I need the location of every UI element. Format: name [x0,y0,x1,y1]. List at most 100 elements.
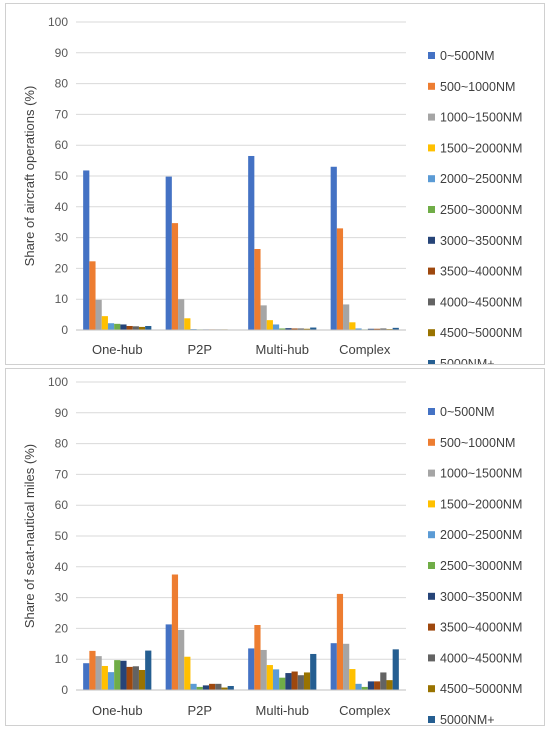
bar-p2p-3500-4000nm [209,683,216,690]
legend-label: 1000~1500NM [440,467,522,481]
bar-p2p-0-500nm [165,176,172,330]
bar-complex-3500-4000nm [374,328,381,330]
y-axis-label: Share of aircraft operations (%) [22,86,37,267]
bar-complex-3500-4000nm [374,681,381,690]
bar-p2p-0-500nm [165,624,172,690]
bar-one-hub-5000nm [145,325,152,330]
legend-label: 1000~1500NM [440,111,522,125]
legend-label: 2000~2500NM [440,172,522,186]
legend-swatch-1500-2000nm [428,500,435,508]
y-tick-label: 70 [55,107,69,121]
bar-complex-0-500nm [330,166,337,330]
y-tick-label: 60 [55,498,69,512]
legend-swatch-4500-5000nm [428,685,435,693]
bar-one-hub-0-500nm [83,170,90,330]
y-tick-label: 0 [61,323,68,337]
bar-one-hub-500-1000nm [89,650,96,690]
bar-complex-1000-1500nm [343,643,350,690]
bar-one-hub-2000-2500nm [107,323,115,330]
bar-one-hub-3500-4000nm [126,666,133,690]
legend-label: 4500~5000NM [440,682,522,696]
y-tick-label: 70 [55,467,69,481]
legend-swatch-4000-4500nm [428,298,435,306]
bar-multi-hub-2000-2500nm [272,324,280,330]
bar-multi-hub-3500-4000nm [291,671,298,690]
y-axis-label: Share of seat-nautical miles (%) [22,444,37,628]
bar-one-hub-3500-4000nm [126,325,133,330]
bar-multi-hub-3500-4000nm [291,328,298,330]
legend-label: 500~1000NM [440,436,515,450]
legend-label: 4000~4500NM [440,295,522,309]
bar-multi-hub-4500-5000nm [303,328,311,330]
legend-swatch-3000-3500nm [428,236,435,244]
bar-complex-500-1000nm [336,228,344,330]
legend-swatch-3500-4000nm [428,267,435,275]
legend-swatch-2000-2500nm [428,175,435,183]
bar-p2p-4000-4500nm [215,683,222,690]
bar-multi-hub-5000nm [310,327,317,330]
bar-p2p-1500-2000nm [184,656,191,690]
y-tick-label: 20 [55,621,69,635]
legend-label: 2500~3000NM [440,203,522,217]
y-tick-label: 10 [55,292,69,306]
bar-multi-hub-500-1000nm [254,248,261,330]
legend-label: 2000~2500NM [440,528,522,542]
bar-one-hub-1000-1500nm [95,299,102,330]
legend-label: 2500~3000NM [440,559,522,573]
bar-multi-hub-3000-3500nm [285,673,292,690]
y-tick-label: 40 [55,560,69,574]
legend-swatch-1500-2000nm [428,144,435,152]
legend-label: 3500~4000NM [440,621,522,635]
bar-p2p-1000-1500nm [178,299,185,330]
bar-multi-hub-0-500nm [248,155,255,330]
y-tick-label: 50 [55,169,69,183]
y-tick-label: 60 [55,138,69,152]
legend-label: 5000NM+ [440,713,495,725]
bar-p2p-1000-1500nm [178,629,185,690]
legend-label: 0~500NM [440,49,495,63]
legend: 0~500NM 500~1000NM 1000~1500NM 1500~2000NM 2… [428,49,522,364]
bar-complex-5000nm [392,327,399,330]
legend-label: 3000~3500NM [440,590,522,604]
bar-one-hub-2500-3000nm [114,323,121,330]
bar-complex-1500-2000nm [349,322,356,330]
legend-swatch-500-1000nm [428,82,435,90]
bar-multi-hub-4000-4500nm [297,675,304,690]
legend-label: 0~500NM [440,405,495,419]
bar-one-hub-4500-5000nm [138,326,146,330]
legend-swatch-2000-2500nm [428,531,435,539]
bar-multi-hub-1500-2000nm [266,665,273,690]
y-tick-label: 10 [55,652,69,666]
bar-multi-hub-1500-2000nm [266,320,273,330]
y-tick-label: 50 [55,529,69,543]
y-tick-label: 100 [48,375,68,389]
bar-multi-hub-1000-1500nm [260,305,267,330]
bar-p2p-500-1000nm [171,574,179,690]
bar-p2p-500-1000nm [171,223,179,330]
bar-multi-hub-2500-3000nm [279,328,286,330]
legend-swatch-500-1000nm [428,438,435,446]
x-category-label: P2P [187,703,212,718]
legend-label: 1500~2000NM [440,497,522,511]
legend-swatch-4500-5000nm [428,329,435,337]
y-tick-label: 100 [48,15,68,29]
bar-multi-hub-5000nm [310,653,317,690]
seat-miles-chart: 0 10 20 30 40 50 60 70 80 90 100 Share of seat-naut… [22,375,522,725]
legend-swatch-2500-3000nm [428,206,435,213]
y-tick-label: 30 [55,591,69,605]
bar-one-hub-4000-4500nm [132,666,139,690]
legend-label: 5000NM+ [440,357,495,364]
bar-one-hub-4500-5000nm [138,669,146,690]
x-category-label: Multi-hub [256,703,309,718]
bar-complex-2500-3000nm [361,686,368,690]
x-category-label: One-hub [92,342,143,357]
bar-complex-4500-5000nm [386,680,393,690]
legend-swatch-2500-3000nm [428,562,435,569]
y-tick-label: 40 [55,200,69,214]
bar-p2p-3000-3500nm [202,685,210,690]
bar-one-hub-3000-3500nm [120,660,127,690]
bar-multi-hub-500-1000nm [254,625,261,690]
legend-label: 500~1000NM [440,80,515,94]
bar-p2p-4500-5000nm [221,687,228,690]
legend-label: 3500~4000NM [440,265,522,279]
